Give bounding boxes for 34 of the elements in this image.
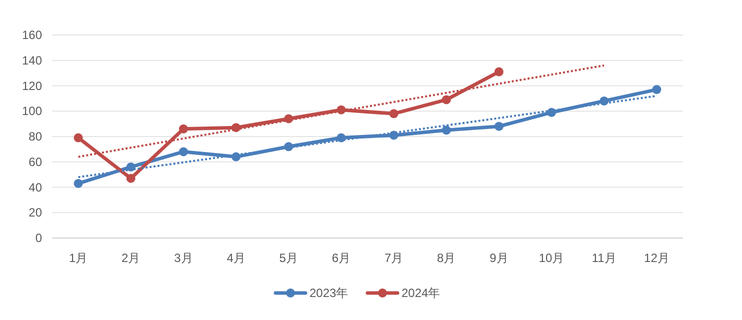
point [178, 124, 188, 134]
x-tick-label: 1月 [68, 251, 88, 265]
x-tick-label: 5月 [279, 251, 298, 265]
y-tick-label: 100 [22, 104, 42, 118]
point [126, 174, 136, 183]
point [442, 95, 451, 104]
x-tick-label: 10月 [538, 251, 564, 265]
x-tick-label: 8月 [437, 251, 456, 265]
point [389, 109, 398, 118]
y-tick-label: 140 [22, 53, 42, 68]
legend-label: 2024年 [402, 286, 440, 300]
x-tick-label: 12月 [644, 251, 670, 265]
x-tick-label: 9月 [490, 251, 508, 265]
y-tick-label: 40 [28, 180, 42, 194]
x-tick-label: 6月 [332, 251, 351, 265]
x-tick-label: 4月 [226, 251, 246, 265]
y-tick-label: 60 [28, 154, 42, 169]
point [178, 147, 188, 156]
point [494, 122, 504, 131]
point [74, 133, 83, 142]
y-tick-label: 120 [22, 78, 42, 93]
x-tick-label: 2月 [122, 251, 140, 265]
point [442, 126, 451, 135]
legend-label: 2023年 [310, 286, 348, 300]
point [74, 178, 83, 188]
point [494, 67, 504, 76]
x-tick-label: 7月 [384, 251, 404, 265]
y-tick-label: 80 [28, 130, 42, 144]
x-tick-label: 3月 [174, 251, 193, 265]
x-tick-label: 11月 [592, 251, 616, 265]
y-tick-label: 160 [22, 28, 42, 42]
point [652, 85, 662, 94]
y-tick-label: 20 [28, 206, 42, 220]
y-tick-label: 0 [35, 231, 42, 245]
